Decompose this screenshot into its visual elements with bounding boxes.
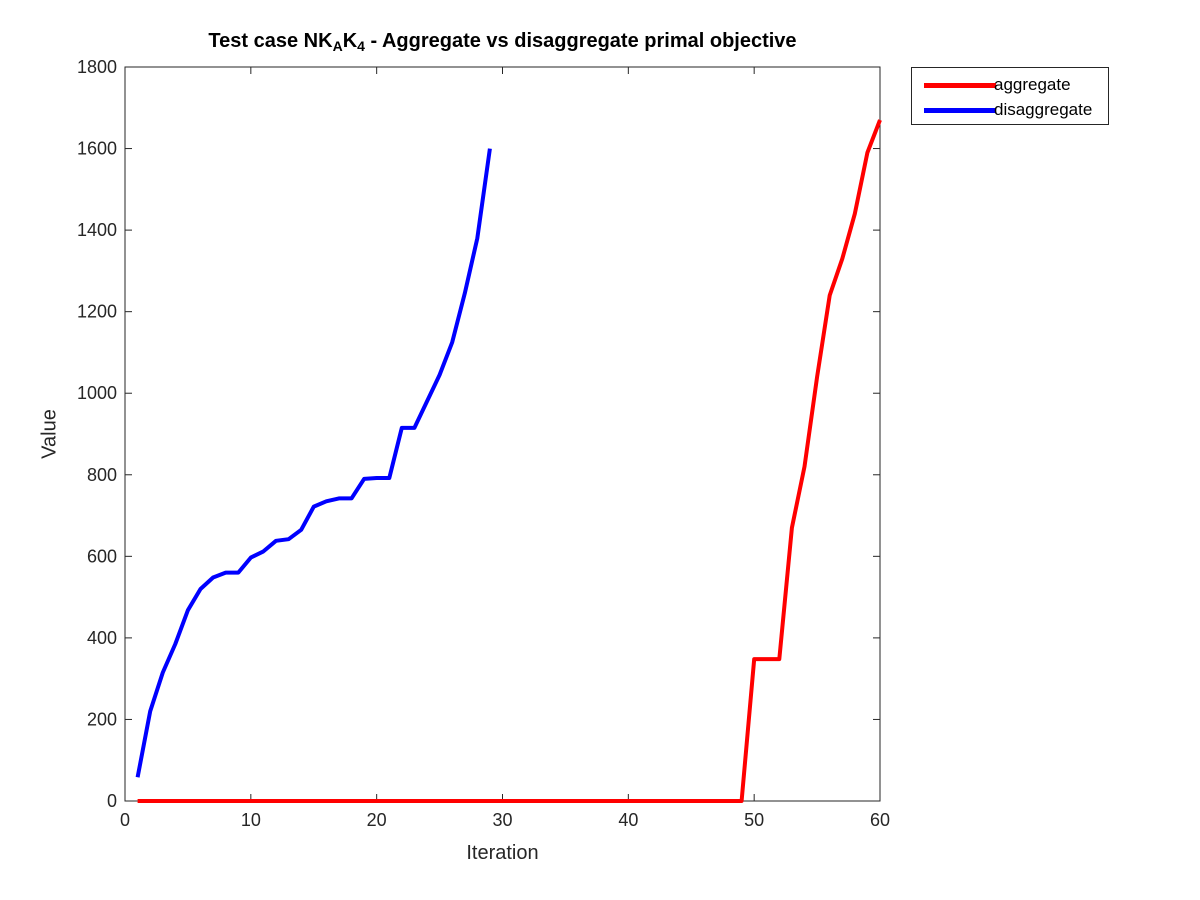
x-tick-label-5: 50 bbox=[744, 810, 764, 830]
legend-label-disaggregate: disaggregate bbox=[994, 100, 1093, 119]
y-tick-label-6: 1200 bbox=[77, 302, 117, 322]
legend-item-disaggregate: disaggregate bbox=[912, 99, 1108, 121]
legend: aggregate disaggregate bbox=[911, 67, 1109, 125]
series-line-aggregate bbox=[137, 119, 882, 803]
y-tick-label-5: 1000 bbox=[77, 383, 117, 403]
y-tick-label-2: 400 bbox=[87, 628, 117, 648]
chart-title: Test case NKAK4 - Aggregate vs disaggreg… bbox=[208, 30, 797, 54]
series-line-disaggregate bbox=[135, 148, 492, 778]
x-axis-label: Iteration bbox=[466, 842, 539, 864]
axes-box bbox=[124, 66, 881, 802]
y-tick-label-7: 1400 bbox=[77, 220, 117, 240]
y-tick-label-1: 200 bbox=[87, 709, 117, 729]
y-tick-label-3: 600 bbox=[87, 546, 117, 566]
y-tick-label-8: 1600 bbox=[77, 139, 117, 159]
legend-label-aggregate: aggregate bbox=[994, 75, 1071, 94]
y-tick-label-9: 1800 bbox=[77, 57, 117, 77]
y-axis-label: Value bbox=[38, 409, 61, 459]
x-tick-label-3: 30 bbox=[492, 810, 512, 830]
x-tick-label-1: 10 bbox=[241, 810, 261, 830]
y-tick-label-0: 0 bbox=[107, 791, 117, 811]
x-tick-label-6: 60 bbox=[870, 810, 890, 830]
y-tick-label-4: 800 bbox=[87, 465, 117, 485]
x-tick-label-4: 40 bbox=[618, 810, 638, 830]
legend-swatch-aggregate bbox=[924, 83, 996, 88]
legend-swatch-disaggregate bbox=[924, 108, 996, 113]
legend-item-aggregate: aggregate bbox=[912, 74, 1108, 96]
x-tick-label-2: 20 bbox=[367, 810, 387, 830]
x-tick-label-0: 0 bbox=[120, 810, 130, 830]
